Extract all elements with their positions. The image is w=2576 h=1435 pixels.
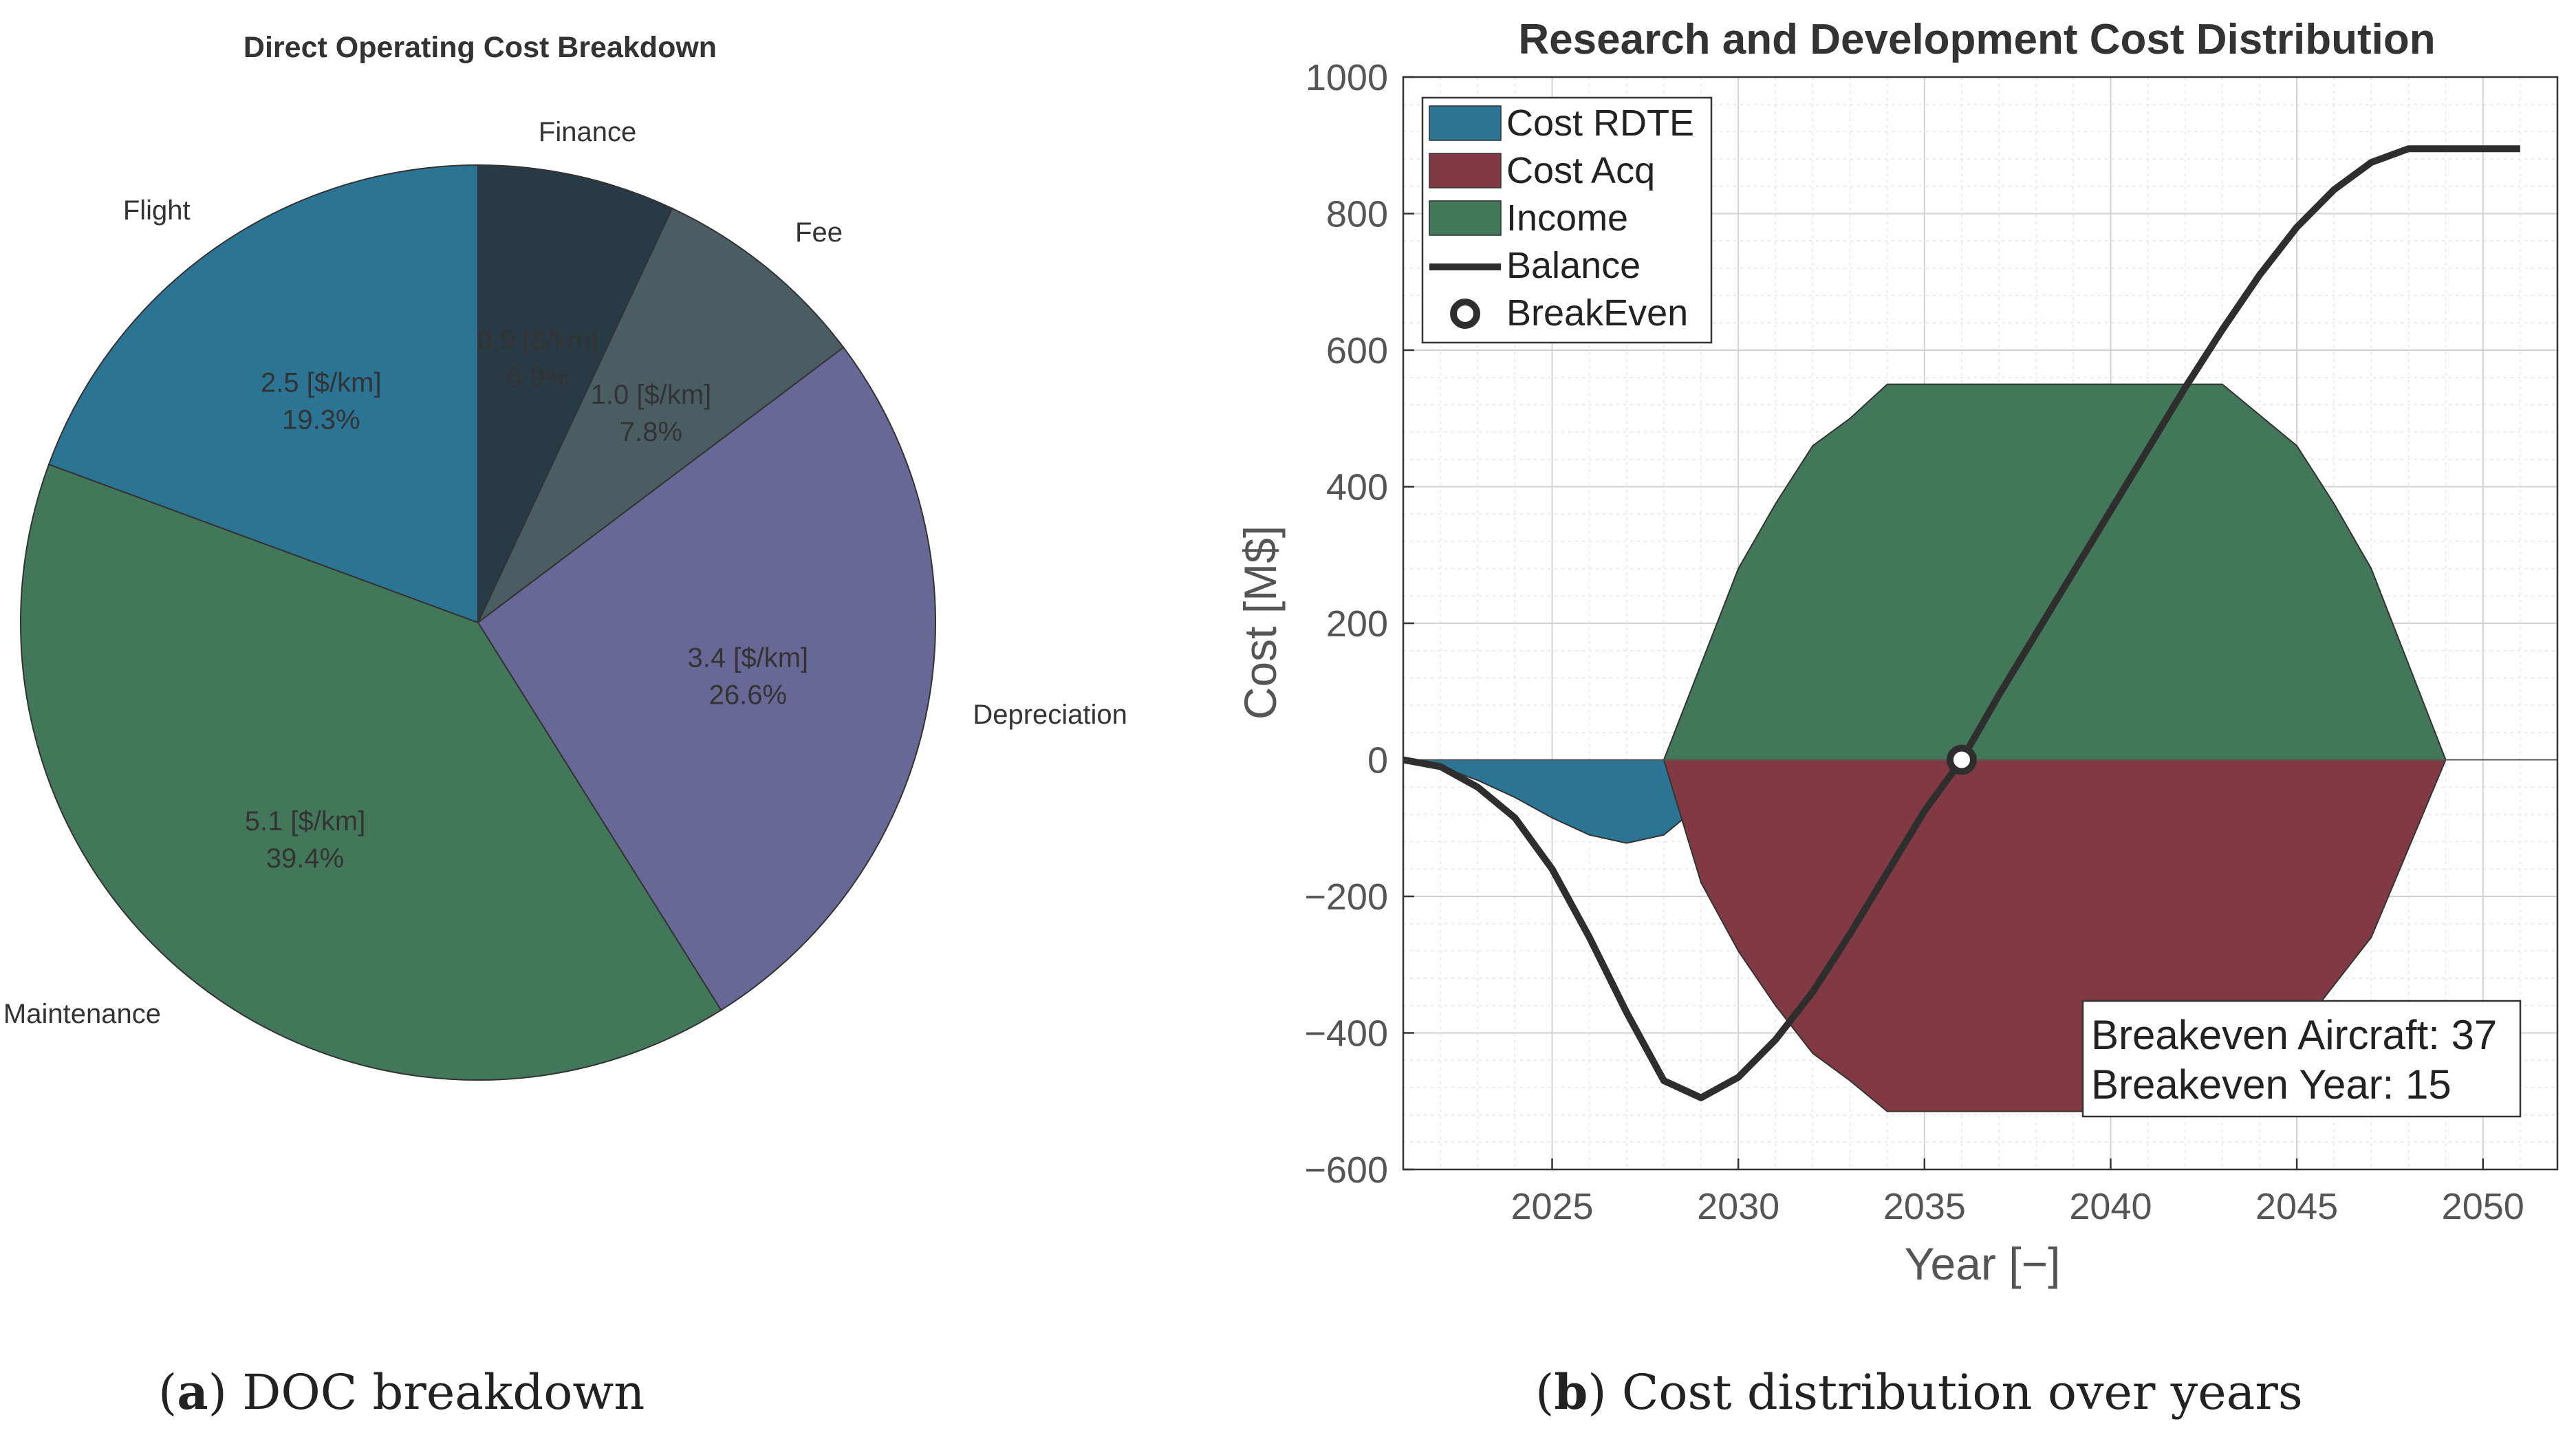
caption-a-text: DOC breakdown — [242, 1364, 645, 1421]
y-tick-label: 0 — [1367, 740, 1388, 781]
y-tick-label: −400 — [1304, 1013, 1388, 1055]
legend-label-income: Income — [1506, 197, 1628, 239]
y-tick-label: 400 — [1326, 467, 1388, 508]
area-panel: Research and Development Cost Distributi… — [1235, 16, 2559, 1289]
pie-slices — [20, 164, 936, 1081]
y-tick-label: 800 — [1326, 194, 1388, 235]
series-marker-breakeven — [1946, 744, 1977, 775]
caption-b-text: Cost distribution over years — [1622, 1364, 2303, 1421]
annotation-breakeven-aircraft: Breakeven Aircraft: 37 — [2091, 1012, 2497, 1058]
x-tick-label: 2035 — [1883, 1186, 1966, 1227]
caption-a-label: a — [177, 1363, 208, 1421]
legend-swatch-income — [1429, 200, 1502, 236]
x-tick-label: 2030 — [1697, 1186, 1779, 1227]
pie-category-label-maintenance: Maintenance — [3, 999, 161, 1029]
series-area-income — [1663, 383, 2447, 761]
pie-slice-finance — [477, 164, 673, 623]
area-title: Research and Development Cost Distributi… — [1518, 16, 2435, 63]
pie-percent-label-flight: 19.3% — [282, 405, 360, 435]
x-tick-label: 2050 — [2442, 1186, 2524, 1227]
pie-slice-fee — [477, 207, 845, 623]
x-tick-label: 2040 — [2069, 1186, 2152, 1227]
pie-slice-depreciation — [477, 346, 936, 1011]
pie-category-label-depreciation: Depreciation — [973, 700, 1127, 730]
legend-label-acq: Cost Acq — [1506, 150, 1655, 191]
pie-percent-label-fee: 7.8% — [620, 417, 682, 447]
annotation-breakeven-year: Breakeven Year: 15 — [2091, 1061, 2451, 1108]
axis-ticks: 2025 2030 2035 2040 2045 2050 −600 −400 −200 0 200… — [1304, 57, 2524, 1227]
legend-swatch-acq — [1429, 153, 1502, 188]
y-axis-label: Cost [M$] — [1235, 526, 1286, 720]
y-tick-label: 200 — [1326, 603, 1388, 645]
legend-swatch-rdte — [1429, 105, 1502, 141]
caption-b-label: b — [1554, 1363, 1588, 1421]
pie-category-label-fee: Fee — [795, 217, 843, 248]
y-tick-label: −200 — [1304, 876, 1388, 918]
pie-value-label-fee: 1.0 [$/km] — [591, 380, 712, 410]
pie-title: Direct Operating Cost Breakdown — [243, 31, 717, 64]
pie-value-label-depreciation: 3.4 [$/km] — [688, 643, 809, 673]
pie-value-label-flight: 2.5 [$/km] — [261, 368, 382, 398]
pie-percent-label-depreciation: 26.6% — [709, 680, 787, 710]
legend-swatch-breakeven — [1450, 299, 1480, 329]
pie-labels: 0.9 [$/km] 6.9% Finance 1.0 [$/km] 7.8% Fee 3.… — [3, 117, 1127, 1029]
pie-percent-label-finance: 6.9% — [506, 363, 569, 393]
legend: Cost RDTE Cost Acq Income Balance BreakE… — [1421, 96, 1713, 344]
caption-a: (a) DOC breakdown — [158, 1363, 645, 1421]
pie-category-label-finance: Finance — [539, 117, 636, 147]
caption-b: (b) Cost distribution over years — [1535, 1363, 2303, 1421]
pie-value-label-finance: 0.9 [$/km] — [477, 325, 598, 356]
x-axis-label: Year [−] — [1905, 1238, 2061, 1289]
pie-panel: Direct Operating Cost Breakdown 0.9 [$/k… — [3, 31, 1127, 1081]
x-tick-label: 2045 — [2255, 1186, 2338, 1227]
legend-label-rdte: Cost RDTE — [1506, 102, 1694, 144]
y-tick-label: 1000 — [1306, 57, 1388, 98]
annotation-box: Breakeven Aircraft: 37 Breakeven Year: 1… — [2081, 1000, 2522, 1118]
x-tick-label: 2025 — [1511, 1186, 1593, 1227]
legend-label-balance: Balance — [1506, 245, 1641, 286]
pie-slice-maintenance — [20, 463, 722, 1081]
pie-slice-flight — [47, 164, 479, 624]
pie-percent-label-maintenance: 39.4% — [266, 843, 344, 874]
annotation-frame — [2081, 1000, 2522, 1118]
pie-value-label-maintenance: 5.1 [$/km] — [245, 806, 366, 837]
pie-category-label-flight: Flight — [123, 195, 191, 226]
y-tick-label: −600 — [1304, 1150, 1388, 1191]
legend-label-breakeven: BreakEven — [1506, 292, 1688, 334]
y-tick-label: 600 — [1326, 330, 1388, 371]
